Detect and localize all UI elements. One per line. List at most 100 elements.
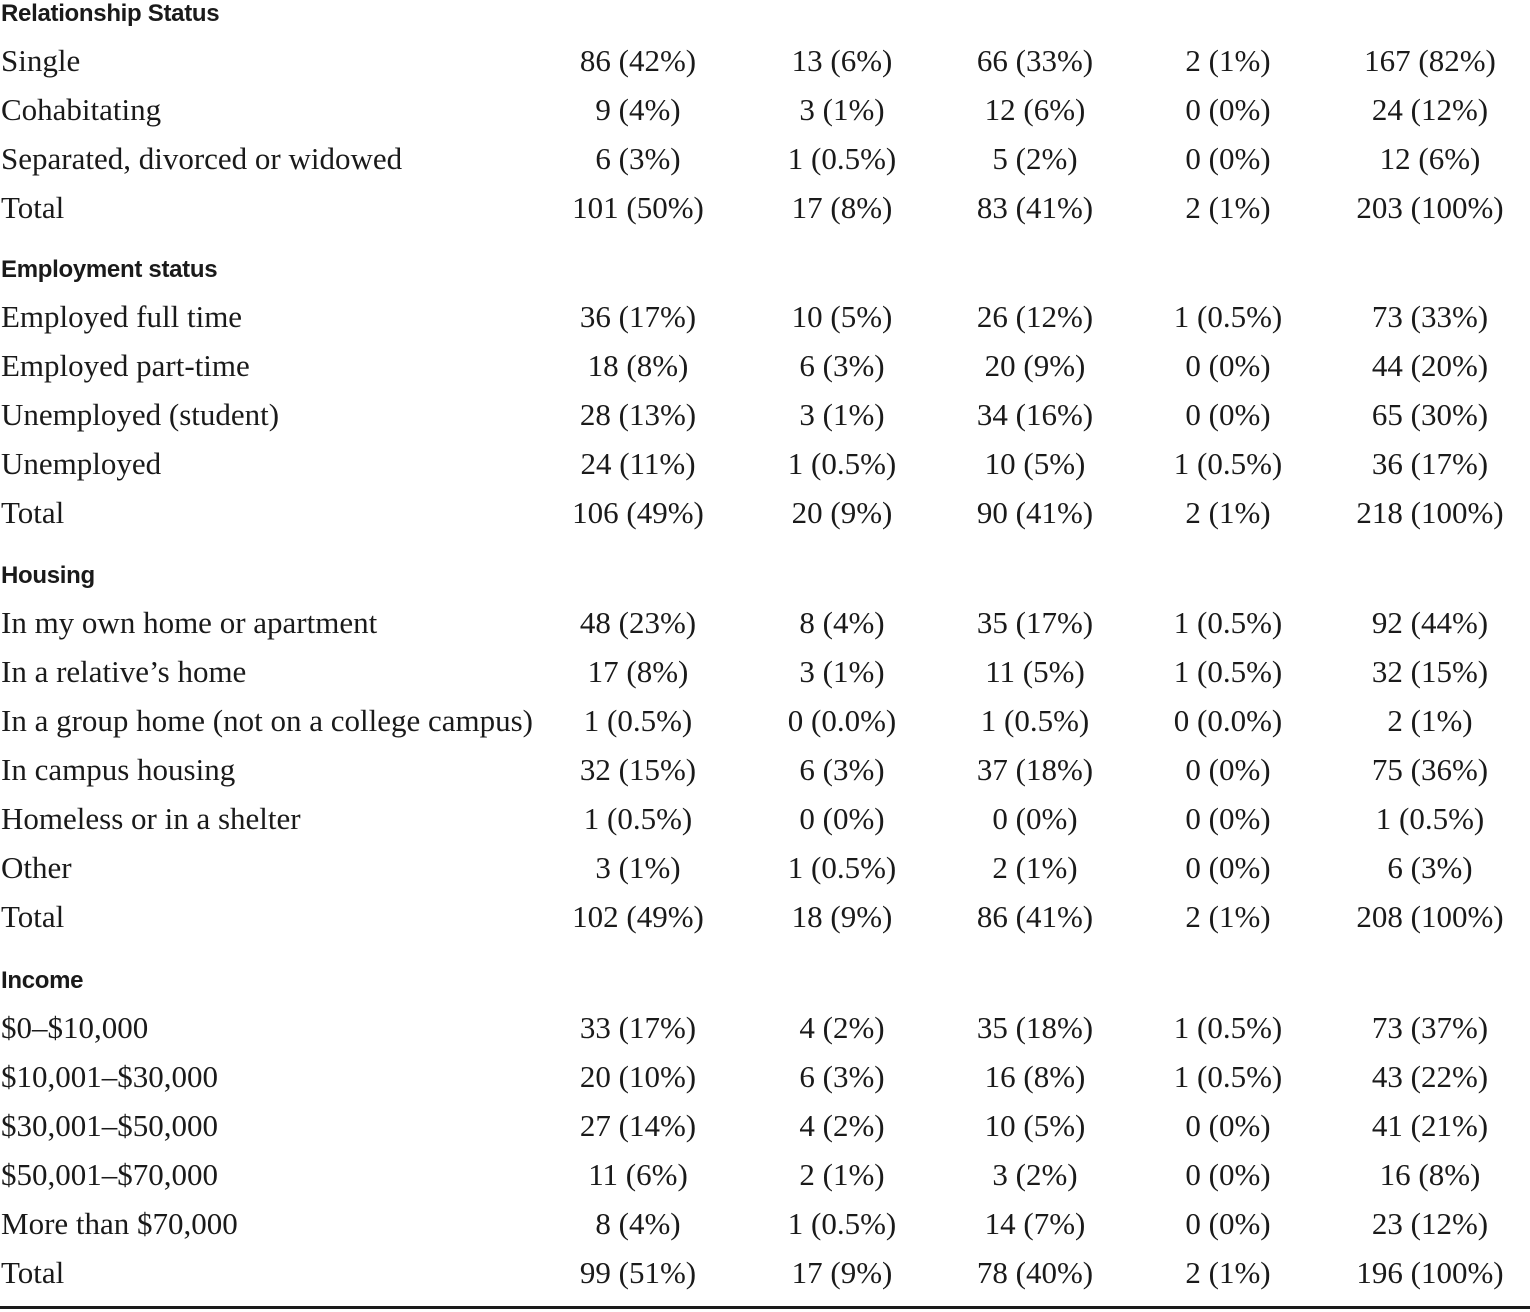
table-cell: 34 (16%) bbox=[976, 397, 1094, 432]
table-cell: 2 (1%) bbox=[1387, 703, 1473, 738]
row-label: Employed full time bbox=[1, 299, 243, 334]
table-cell: 101 (50%) bbox=[572, 190, 704, 225]
row-label: Homeless or in a shelter bbox=[1, 801, 301, 836]
table-cell: 1 (0.5%) bbox=[1173, 1010, 1283, 1045]
table-cell: 43 (22%) bbox=[1371, 1059, 1489, 1094]
table-cell: 1 (0.5%) bbox=[1375, 801, 1485, 836]
table-row: In a group home (not on a college campus… bbox=[0, 701, 1530, 741]
table-cell: 3 (1%) bbox=[595, 850, 681, 885]
table-cell: 0 (0%) bbox=[1185, 1206, 1271, 1241]
table-cell: 0 (0%) bbox=[1185, 801, 1271, 836]
table-cell: 2 (1%) bbox=[1185, 1255, 1271, 1290]
row-label: Total bbox=[1, 495, 65, 530]
table-cell: 0 (0%) bbox=[1185, 752, 1271, 787]
table-cell: 1 (0.5%) bbox=[1173, 299, 1283, 334]
table-cell: 20 (10%) bbox=[579, 1059, 697, 1094]
table-cell: 4 (2%) bbox=[799, 1010, 885, 1045]
table-cell: 18 (8%) bbox=[587, 348, 689, 383]
table-cell: 0 (0%) bbox=[799, 801, 885, 836]
table-cell: 106 (49%) bbox=[572, 495, 704, 530]
table-row: Total 106 (49%) 20 (9%) 90 (41%) 2 (1%) 218 (… bbox=[0, 493, 1530, 533]
row-label: $30,001–$50,000 bbox=[1, 1108, 218, 1143]
table-cell: 1 (0.5%) bbox=[1173, 1059, 1283, 1094]
table-row: $30,001–$50,000 27 (14%) 4 (2%) 10 (5%) 0 (0… bbox=[0, 1106, 1530, 1146]
table-cell: 2 (1%) bbox=[1185, 495, 1271, 530]
table-cell: 5 (2%) bbox=[992, 141, 1078, 176]
section-title: Employment status bbox=[1, 256, 218, 283]
table-cell: 2 (1%) bbox=[799, 1157, 885, 1192]
row-label: Single bbox=[1, 43, 81, 78]
table-cell: 48 (23%) bbox=[579, 605, 697, 640]
table-cell: 1 (0.5%) bbox=[1173, 446, 1283, 481]
table-cell: 6 (3%) bbox=[799, 348, 885, 383]
table-cell: 24 (11%) bbox=[580, 446, 696, 481]
table-cell: 1 (0.5%) bbox=[787, 141, 897, 176]
table-cell: 0 (0%) bbox=[1185, 1157, 1271, 1192]
table-cell: 1 (0.5%) bbox=[787, 850, 897, 885]
table-cell: 3 (1%) bbox=[799, 654, 885, 689]
table-cell: 6 (3%) bbox=[1387, 850, 1473, 885]
row-label: In a relative’s home bbox=[1, 654, 247, 689]
table-cell: 3 (2%) bbox=[992, 1157, 1078, 1192]
table-row: Separated, divorced or widowed 6 (3%) 1 (0… bbox=[0, 139, 1530, 179]
table-cell: 1 (0.5%) bbox=[583, 801, 693, 836]
table-cell: 16 (8%) bbox=[1379, 1157, 1481, 1192]
row-label: In campus housing bbox=[1, 752, 236, 787]
table-cell: 32 (15%) bbox=[579, 752, 697, 787]
table-bottom-rule bbox=[0, 1306, 1530, 1309]
table-cell: 0 (0%) bbox=[1185, 348, 1271, 383]
table-cell: 36 (17%) bbox=[1371, 446, 1489, 481]
table-row: $10,001–$30,000 20 (10%) 6 (3%) 16 (8%) 1 (0… bbox=[0, 1057, 1530, 1097]
table-cell: 1 (0.5%) bbox=[787, 446, 897, 481]
table-cell: 1 (0.5%) bbox=[583, 703, 693, 738]
table-cell: 24 (12%) bbox=[1371, 92, 1489, 127]
table-row: Total 102 (49%) 18 (9%) 86 (41%) 2 (1%) 208 (… bbox=[0, 897, 1530, 937]
row-label: Unemployed (student) bbox=[1, 397, 280, 432]
table-cell: 90 (41%) bbox=[976, 495, 1094, 530]
table-row: In a relative’s home 17 (8%) 3 (1%) 11 (5%)… bbox=[0, 652, 1530, 692]
row-label: In a group home (not on a college campus… bbox=[1, 703, 533, 738]
table-row: Total 99 (51%) 17 (9%) 78 (40%) 2 (1%) 196 (1… bbox=[0, 1253, 1530, 1293]
table-cell: 3 (1%) bbox=[799, 92, 885, 127]
table-cell: 44 (20%) bbox=[1371, 348, 1489, 383]
table-cell: 6 (3%) bbox=[799, 752, 885, 787]
table-cell: 8 (4%) bbox=[595, 1206, 681, 1241]
table-cell: 1 (0.5%) bbox=[1173, 654, 1283, 689]
section-title: Relationship Status bbox=[1, 0, 220, 27]
table-cell: 0 (0%) bbox=[1185, 141, 1271, 176]
table-cell: 18 (9%) bbox=[791, 899, 893, 934]
table-cell: 12 (6%) bbox=[984, 92, 1086, 127]
row-label: Total bbox=[1, 899, 65, 934]
row-label: Employed part-time bbox=[1, 348, 250, 383]
table-row: Employed full time 36 (17%) 10 (5%) 26 (12%… bbox=[0, 297, 1530, 337]
table-row: $50,001–$70,000 11 (6%) 2 (1%) 3 (2%) 0 (0%)… bbox=[0, 1155, 1530, 1195]
table-cell: 11 (6%) bbox=[588, 1157, 688, 1192]
table-cell: 32 (15%) bbox=[1371, 654, 1489, 689]
table-cell: 208 (100%) bbox=[1356, 899, 1504, 934]
table-cell: 102 (49%) bbox=[572, 899, 704, 934]
table-cell: 33 (17%) bbox=[579, 1010, 697, 1045]
table-cell: 1 (0.5%) bbox=[787, 1206, 897, 1241]
row-label: In my own home or apartment bbox=[1, 605, 378, 640]
table-cell: 196 (100%) bbox=[1356, 1255, 1504, 1290]
table-row: Single 86 (42%) 13 (6%) 66 (33%) 2 (1%) 167 (… bbox=[0, 41, 1530, 81]
table-cell: 167 (82%) bbox=[1364, 43, 1496, 78]
table-cell: 27 (14%) bbox=[579, 1108, 697, 1143]
table-cell: 28 (13%) bbox=[579, 397, 697, 432]
table-cell: 1 (0.5%) bbox=[1173, 605, 1283, 640]
table-cell: 13 (6%) bbox=[791, 43, 893, 78]
row-label: $0–$10,000 bbox=[1, 1010, 149, 1045]
table-cell: 6 (3%) bbox=[595, 141, 681, 176]
table-row: Other 3 (1%) 1 (0.5%) 2 (1%) 0 (0%) 6 (3%) bbox=[0, 848, 1530, 888]
table-cell: 86 (41%) bbox=[976, 899, 1094, 934]
table-cell: 8 (4%) bbox=[799, 605, 885, 640]
table-row: More than $70,000 8 (4%) 1 (0.5%) 14 (7%) 0 … bbox=[0, 1204, 1530, 1244]
table-cell: 3 (1%) bbox=[799, 397, 885, 432]
table-cell: 99 (51%) bbox=[579, 1255, 697, 1290]
table-cell: 11 (5%) bbox=[985, 654, 1085, 689]
table-cell: 1 (0.5%) bbox=[980, 703, 1090, 738]
table-cell: 10 (5%) bbox=[791, 299, 893, 334]
table-cell: 26 (12%) bbox=[976, 299, 1094, 334]
table-cell: 75 (36%) bbox=[1371, 752, 1489, 787]
table-cell: 9 (4%) bbox=[595, 92, 681, 127]
